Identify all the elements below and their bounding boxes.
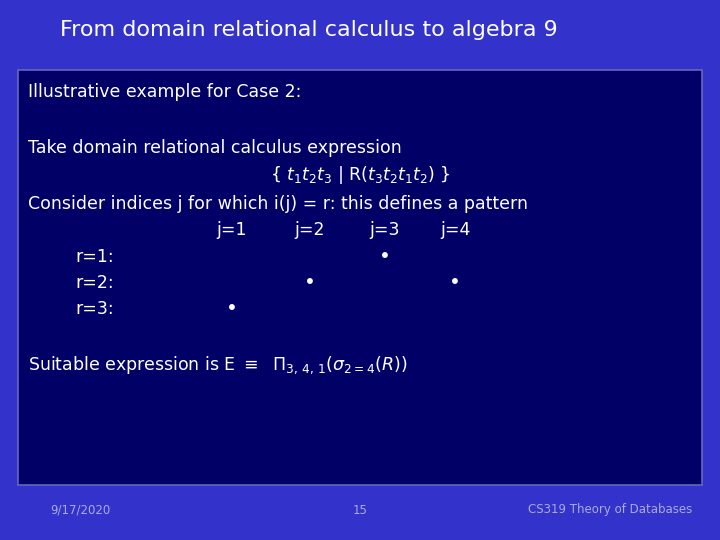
Text: r=1:: r=1: (75, 248, 114, 266)
Text: r=3:: r=3: (75, 300, 114, 318)
Text: •: • (379, 247, 391, 267)
Text: •: • (449, 273, 461, 293)
FancyBboxPatch shape (18, 70, 702, 485)
Text: Consider indices j for which i(j) = r: this defines a pattern: Consider indices j for which i(j) = r: t… (28, 195, 528, 213)
Text: j=3: j=3 (370, 221, 400, 239)
Text: { $t_1t_2t_3$ | R($t_3t_2t_1t_2$) }: { $t_1t_2t_3$ | R($t_3t_2t_1t_2$) } (269, 164, 451, 186)
Text: j=2: j=2 (294, 221, 325, 239)
Text: From domain relational calculus to algebra 9: From domain relational calculus to algeb… (60, 20, 558, 40)
Text: j=1: j=1 (217, 221, 247, 239)
Text: Take domain relational calculus expression: Take domain relational calculus expressi… (28, 139, 402, 157)
Text: 15: 15 (353, 503, 367, 516)
Text: Suitable expression is E $\equiv$  $\Pi_{3,\, 4,\, 1}(\sigma_{2=4}(R))$: Suitable expression is E $\equiv$ $\Pi_{… (28, 354, 408, 376)
Text: 9/17/2020: 9/17/2020 (50, 503, 110, 516)
Text: CS319 Theory of Databases: CS319 Theory of Databases (528, 503, 692, 516)
Text: •: • (226, 300, 238, 319)
Text: •: • (304, 273, 316, 293)
Text: j=4: j=4 (440, 221, 470, 239)
Text: Illustrative example for Case 2:: Illustrative example for Case 2: (28, 83, 302, 101)
Text: r=2:: r=2: (75, 274, 114, 292)
